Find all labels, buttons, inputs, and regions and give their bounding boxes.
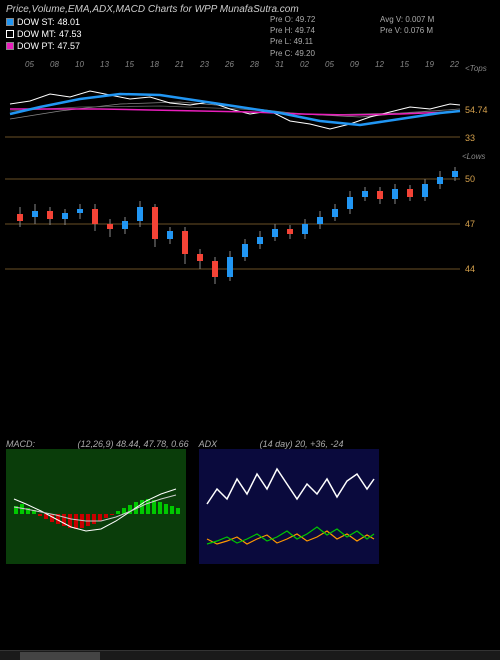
adx-box [199,449,379,579]
spacer [0,309,500,439]
candle-panel: <Lows 50 47 44 [0,149,500,309]
pre-v: Pre V: 0.076 M [380,25,434,36]
scroll-thumb[interactable] [20,652,100,660]
svg-text:02: 02 [300,60,309,69]
svg-text:54.74: 54.74 [465,105,488,115]
svg-text:08: 08 [50,60,59,69]
svg-text:47: 47 [465,219,475,229]
legend-mt-swatch [6,30,14,38]
macd-params: (12,26,9) 48.44, 47.78, 0.66 [78,439,189,449]
svg-text:<Lows: <Lows [462,152,485,161]
adx-container: ADX (14 day) 20, +36, -24 [199,439,379,579]
legend-st: DOW ST: 48.01 [6,17,80,27]
legend-pt-label: DOW PT: [17,41,55,51]
indicator-row: MACD: (12,26,9) 48.44, 47.78, 0.66 ADX (… [0,439,500,579]
svg-text:12: 12 [375,60,384,69]
legend-st-swatch [6,18,14,26]
legend-mt: DOW MT: 47.53 [6,29,82,39]
macd-chart [6,449,186,564]
macd-container: MACD: (12,26,9) 48.44, 47.78, 0.66 [6,439,189,579]
macd-label: MACD: [6,439,35,449]
svg-text:10: 10 [75,60,84,69]
legend-pt: DOW PT: 47.57 [6,41,80,51]
adx-params: (14 day) 20, +36, -24 [260,439,344,449]
adx-chart [199,449,379,564]
svg-text:15: 15 [125,60,134,69]
svg-text:22: 22 [449,60,459,69]
svg-text:50: 50 [465,174,475,184]
pre-h: Pre H: 49.74 [270,25,315,36]
macd-box [6,449,186,579]
legend-pt-value: 47.57 [58,41,81,51]
avg-v: Avg V: 0.007 M [380,14,434,25]
svg-text:44: 44 [465,264,475,274]
ema-panel: <Tops 54.74 33 05 08 10 13 15 18 21 23 26 28 31 02 05 09… [0,59,500,149]
svg-text:33: 33 [465,133,475,143]
svg-text:19: 19 [425,60,434,69]
info-right: Avg V: 0.007 M Pre V: 0.076 M [380,14,434,36]
svg-text:28: 28 [249,60,259,69]
svg-text:21: 21 [174,60,184,69]
svg-text:05: 05 [25,60,34,69]
svg-text:05: 05 [325,60,334,69]
svg-text:31: 31 [275,60,284,69]
info-left: Pre O: 49.72 Pre H: 49.74 Pre L: 49.11 P… [270,14,315,59]
svg-text:<Tops: <Tops [465,64,487,73]
svg-text:18: 18 [150,60,159,69]
scrollbar[interactable] [0,650,500,660]
svg-text:13: 13 [100,60,109,69]
pre-c: Pre C: 49.20 [270,48,315,59]
legend-mt-value: 47.53 [59,29,82,39]
svg-text:26: 26 [224,60,234,69]
pre-o: Pre O: 49.72 [270,14,315,25]
adx-label: ADX [199,439,218,449]
legend-st-value: 48.01 [58,17,81,27]
legend-pt-swatch [6,42,14,50]
legend-st-label: DOW ST: [17,17,55,27]
svg-text:15: 15 [400,60,409,69]
pre-l: Pre L: 49.11 [270,36,315,47]
ema-chart: <Tops 54.74 33 05 08 10 13 15 18 21 23 26 28 31 02 05 09… [0,59,500,149]
candle-chart: <Lows 50 47 44 [0,149,500,309]
svg-text:23: 23 [199,60,209,69]
svg-text:09: 09 [350,60,359,69]
legend-mt-label: DOW MT: [17,29,56,39]
